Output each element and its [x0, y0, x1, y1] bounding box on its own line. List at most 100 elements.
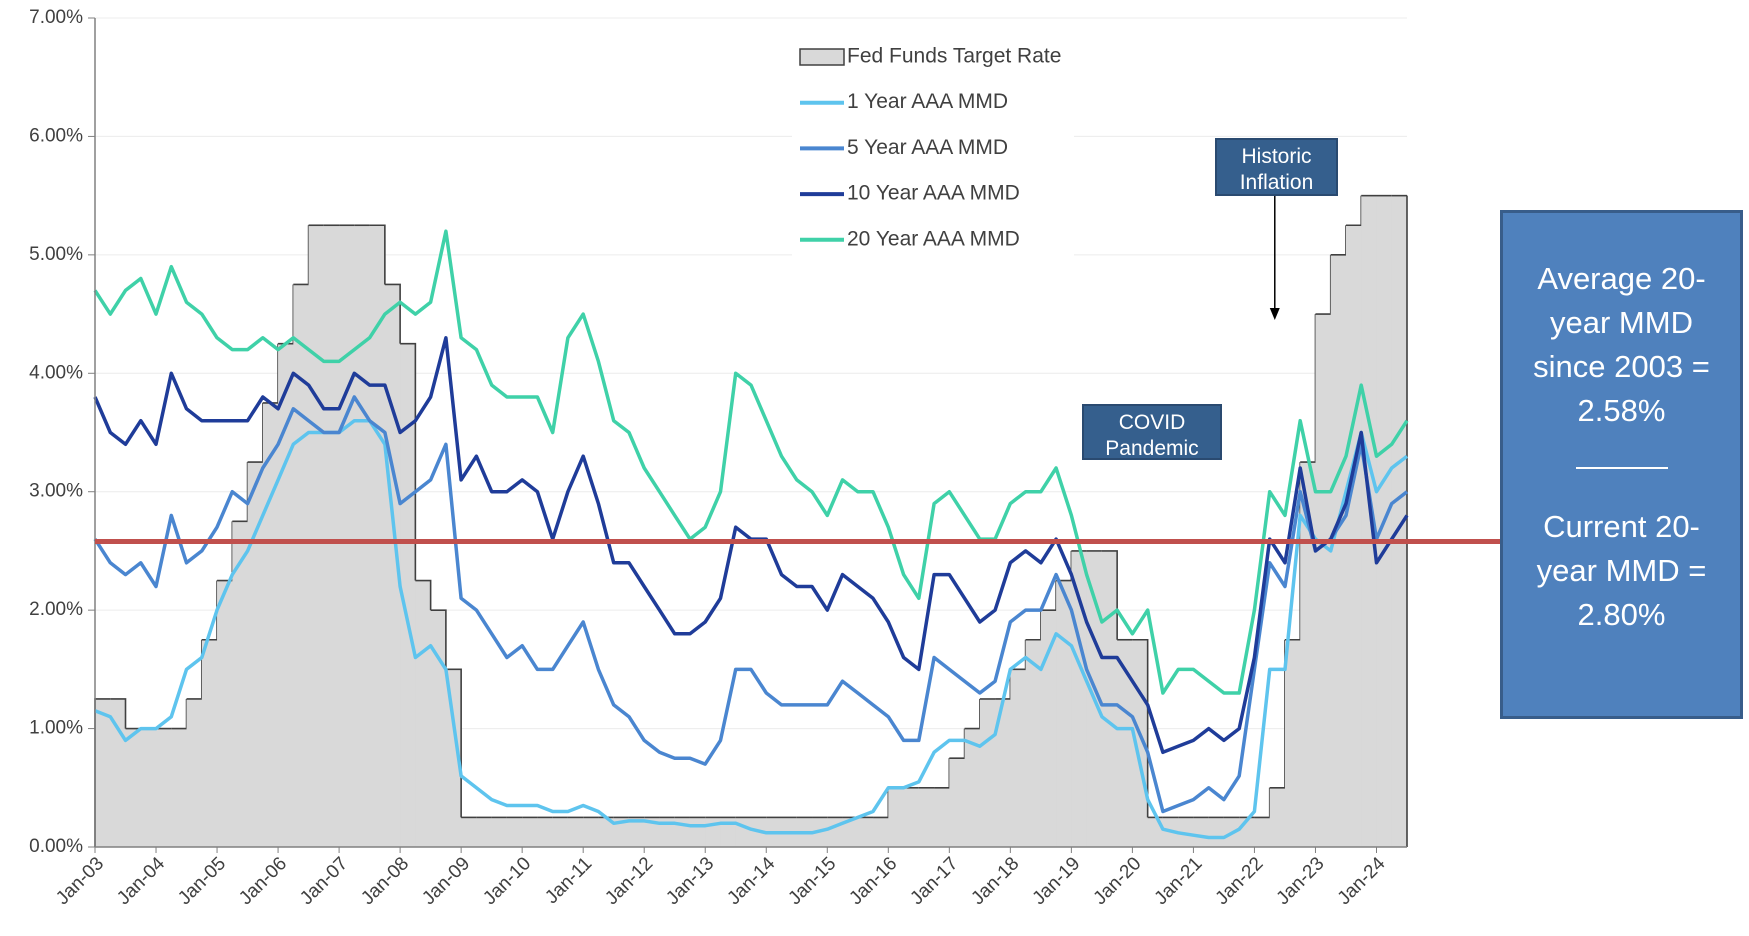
x-tick-label: Jan-10 [479, 853, 535, 909]
legend-label: 20 Year AAA MMD [847, 227, 1020, 250]
x-tick-label: Jan-12 [601, 853, 657, 909]
x-tick-label: Jan-21 [1151, 853, 1207, 909]
step-fill [552, 817, 569, 847]
y-tick-label: 3.00% [29, 481, 83, 502]
step-fill [842, 817, 859, 847]
x-tick-label: Jan-15 [784, 853, 840, 909]
step-fill [171, 728, 187, 847]
x-tick-label: Jan-13 [662, 853, 718, 909]
legend: Fed Funds Target Rate 1 Year AAA MMD 5 Yea… [792, 38, 1074, 258]
step-fill [644, 817, 660, 847]
x-tick-label: Jan-16 [845, 853, 901, 909]
step-outline [400, 342, 417, 581]
step-fill [674, 817, 691, 847]
step-fill [705, 817, 721, 847]
step-fill [247, 462, 264, 847]
step-fill [628, 817, 645, 847]
step-fill [262, 402, 279, 847]
step-fill [445, 669, 462, 847]
step-fill [1040, 610, 1057, 847]
step-fill [354, 225, 371, 847]
step-fill [1010, 669, 1027, 847]
x-tick-label: Jan-17 [906, 853, 962, 909]
step-fill [323, 225, 340, 847]
step-fill [918, 787, 935, 847]
step-fill [934, 787, 950, 847]
step-fill [613, 817, 630, 847]
step-fill [125, 728, 142, 847]
step-fill [949, 758, 965, 847]
x-tick-label: Jan-20 [1090, 853, 1146, 909]
x-tick-label: Jan-06 [235, 853, 291, 909]
step-fill [903, 787, 920, 847]
annotation-box: COVID Pandemic [1082, 404, 1222, 460]
step-outline [430, 609, 447, 670]
step-fill [476, 817, 493, 847]
x-tick-label: Jan-09 [418, 853, 474, 909]
step-fill [1132, 639, 1149, 847]
step-fill [735, 817, 752, 847]
step-outline [1025, 610, 1042, 641]
step-outline [1056, 550, 1073, 582]
step-fill [1117, 639, 1133, 847]
y-tick-label: 1.00% [29, 718, 83, 739]
step-fill [140, 728, 157, 847]
step-fill [995, 698, 1011, 847]
step-outline [934, 758, 951, 789]
step-fill [1269, 787, 1286, 847]
step-outline [1269, 639, 1286, 789]
x-tick-label: Jan-24 [1334, 853, 1390, 909]
step-outline [1315, 254, 1332, 315]
step-outline [110, 698, 127, 729]
x-tick-label: Jan-22 [1212, 853, 1268, 909]
step-fill [506, 817, 523, 847]
y-tick-label: 6.00% [29, 125, 83, 146]
summary-current: Current 20-year MMD = 2.80% [1536, 509, 1707, 632]
step-fill [369, 225, 386, 847]
step-fill [1101, 550, 1118, 847]
x-tick-label: Jan-07 [296, 853, 352, 909]
step-fill [888, 787, 904, 847]
legend-swatch [799, 48, 845, 66]
step-fill [461, 817, 477, 847]
step-fill [415, 580, 432, 847]
step-outline [1300, 314, 1317, 463]
x-tick-label: Jan-18 [967, 853, 1023, 909]
annotation-box: Historic Inflation [1215, 138, 1338, 196]
step-fill [95, 698, 111, 847]
step-outline [415, 579, 432, 611]
step-fill [201, 639, 218, 847]
y-tick-label: 0.00% [29, 836, 83, 857]
series-line [94, 418, 1409, 840]
step-fill [598, 817, 615, 847]
step-fill [537, 817, 554, 847]
step-fill [217, 580, 233, 847]
step-outline [949, 728, 966, 759]
y-tick-label: 7.00% [29, 7, 83, 28]
step-fill [1178, 817, 1194, 847]
x-tick-label: Jan-05 [174, 853, 230, 909]
series-line [93, 395, 1409, 814]
step-fill [430, 610, 447, 847]
step-fill [400, 343, 416, 847]
legend-label: 10 Year AAA MMD [847, 182, 1020, 205]
step-outline [1345, 195, 1363, 227]
y-tick-label: 2.00% [29, 599, 83, 620]
series-line [93, 229, 1409, 695]
x-tick-label: Jan-23 [1273, 853, 1329, 909]
step-fill [689, 817, 706, 847]
step-outline [1330, 225, 1347, 256]
step-fill [232, 521, 248, 847]
step-fill [339, 225, 355, 847]
step-fill [979, 698, 996, 847]
x-tick-label: Jan-04 [113, 853, 169, 909]
summary-average: Average 20-year MMD since 2003 = 2.58% [1533, 261, 1710, 428]
step-fill [1056, 580, 1072, 847]
step-area [94, 194, 1408, 848]
step-fill [1391, 195, 1408, 848]
step-fill [278, 343, 294, 847]
step-fill [491, 817, 508, 847]
step-fill [1284, 639, 1301, 847]
step-fill [186, 698, 203, 847]
x-tick-label: Jan-03 [52, 853, 108, 909]
